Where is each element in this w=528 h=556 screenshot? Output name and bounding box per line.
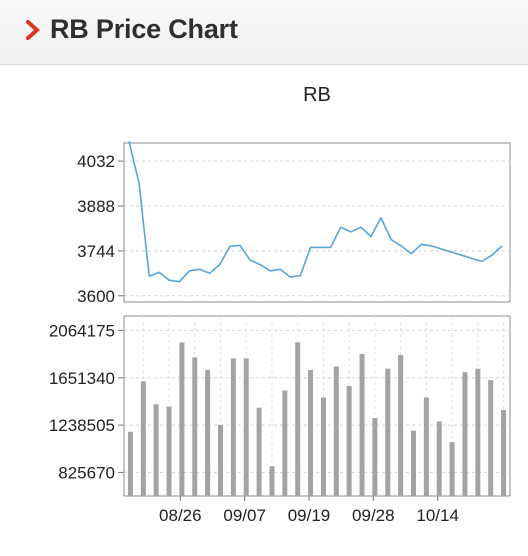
- volume-bar: [205, 369, 211, 496]
- volume-bar: [411, 430, 416, 496]
- volume-bar: [230, 358, 236, 496]
- volume-bar: [462, 372, 468, 496]
- volume-bar: [166, 406, 172, 496]
- price-plot-frame: [123, 142, 511, 303]
- price-tick-label: 3744: [77, 242, 115, 261]
- volume-bar: [127, 431, 133, 496]
- volume-bar: [218, 424, 223, 496]
- price-tick-label: 3600: [77, 287, 115, 306]
- chart-header: RB Price Chart: [0, 0, 528, 65]
- volume-plot-frame: [123, 315, 511, 497]
- price-line: [128, 141, 503, 283]
- volume-bar: [501, 410, 507, 496]
- volume-bar: [475, 368, 481, 496]
- volume-bar: [488, 380, 494, 496]
- volume-bar: [282, 390, 288, 496]
- page-title: RB Price Chart: [50, 14, 238, 44]
- x-tick-label: 10/14: [416, 506, 459, 525]
- chart-panel: RB 3600 3744 3888 4032 825670 1238505 1651340 20…: [0, 65, 528, 556]
- volume-bar: [153, 404, 159, 496]
- price-tick-label: 4032: [77, 152, 115, 171]
- volume-bar: [372, 418, 378, 496]
- volume-bar: [256, 407, 262, 496]
- price-tick-label: 3888: [77, 197, 115, 216]
- volume-bar: [359, 353, 365, 496]
- volume-tick-label: 1651340: [49, 369, 115, 388]
- price-volume-chart: RB 3600 3744 3888 4032 825670 1238505 1651340 20…: [49, 84, 511, 525]
- volume-bar: [243, 358, 249, 496]
- chart-title: RB: [303, 84, 331, 106]
- volume-bar: [140, 381, 146, 496]
- volume-bar: [269, 466, 275, 496]
- volume-bar: [436, 421, 442, 496]
- volume-bar: [346, 385, 352, 496]
- x-tick-label: 09/28: [352, 506, 395, 525]
- volume-tick-label: 2064175: [49, 321, 115, 340]
- volume-bar: [423, 397, 429, 496]
- volume-bar: [320, 397, 326, 496]
- chevron-right-icon: [26, 20, 40, 40]
- x-tick-label: 09/19: [288, 506, 331, 525]
- volume-bar: [385, 368, 391, 496]
- x-tick-label: 09/07: [223, 506, 266, 525]
- volume-bar: [398, 354, 404, 496]
- volume-bar: [333, 366, 339, 496]
- volume-bar: [179, 342, 185, 496]
- volume-bar: [449, 442, 455, 496]
- volume-bar: [295, 342, 301, 496]
- x-tick-label: 08/26: [159, 506, 202, 525]
- volume-bar: [308, 369, 314, 496]
- volume-tick-label: 825670: [58, 463, 115, 482]
- volume-bar: [192, 357, 198, 496]
- volume-tick-label: 1238505: [49, 416, 115, 435]
